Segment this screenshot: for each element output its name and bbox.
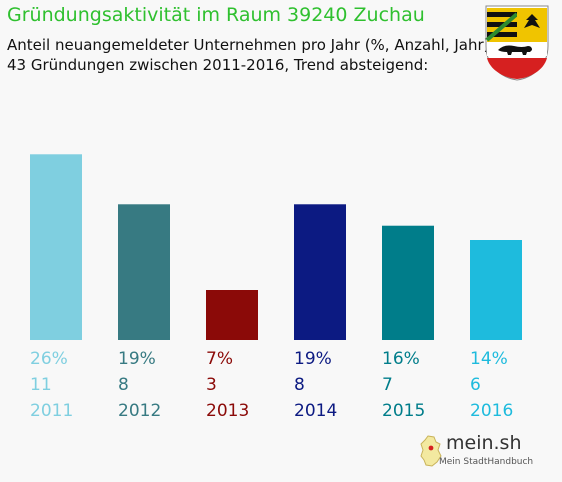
bar-2012 [118,204,170,340]
year-label-2015: 2015 [382,401,425,421]
year-label-2016: 2016 [470,401,513,421]
percent-label-2012: 19% [118,349,156,369]
coat-of-arms-icon [485,5,549,81]
bars-group [30,154,522,340]
bar-2014 [294,204,346,340]
count-label-2013: 3 [206,375,217,395]
count-label-2016: 6 [470,375,481,395]
percent-label-2015: 16% [382,349,420,369]
subtitle-line-1: Anteil neuangemeldeter Unternehmen pro J… [7,36,490,54]
chart-title: Gründungsaktivität im Raum 39240 Zuchau [7,4,425,26]
year-label-2011: 2011 [30,401,73,421]
germany-map-icon [420,435,442,467]
year-label-2014: 2014 [294,401,337,421]
bar-2015 [382,225,434,340]
percent-label-2014: 19% [294,349,332,369]
count-label-2015: 7 [382,375,393,395]
labels-group: 26% 11 2011 19% 8 2012 7% 3 2013 19% 8 2014 16% 7 2015… [30,349,513,421]
mein-sh-logo[interactable]: mein.sh Mein StadtHandbuch [416,432,533,472]
percent-label-2016: 14% [470,349,508,369]
count-label-2011: 11 [30,375,52,395]
percent-label-2013: 7% [206,349,233,369]
chart-subtitle: Anteil neuangemeldeter Unternehmen pro J… [7,35,490,75]
count-label-2012: 8 [118,375,129,395]
count-label-2014: 8 [294,375,305,395]
logo-subtext: Mein StadtHandbuch [439,457,534,467]
logo-text: mein.sh [446,432,522,454]
bar-2013 [206,290,258,340]
subtitle-line-2: 43 Gründungen zwischen 2011-2016, Trend … [7,56,429,74]
year-label-2012: 2012 [118,401,161,421]
bar-2011 [30,154,82,340]
percent-label-2011: 26% [30,349,68,369]
year-label-2013: 2013 [206,401,249,421]
bar-2016 [470,240,522,340]
